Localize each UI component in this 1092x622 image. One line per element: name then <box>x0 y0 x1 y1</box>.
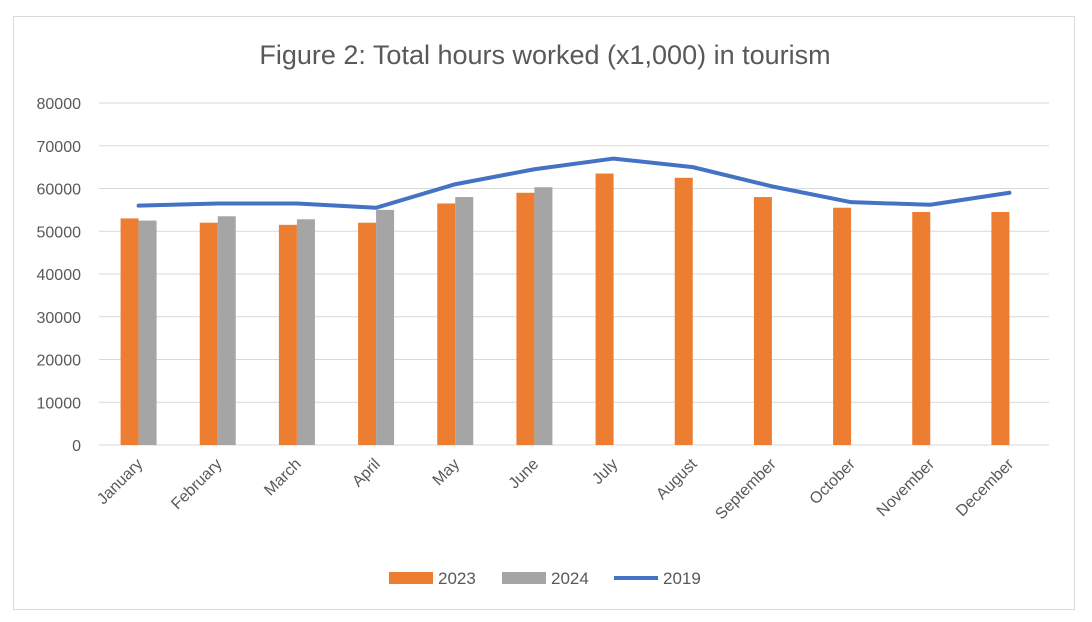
bar-2023-may <box>437 203 456 445</box>
bar-2023-july <box>595 173 614 445</box>
x-tick-label: May <box>430 456 463 489</box>
y-tick-label: 50000 <box>37 224 82 241</box>
x-tick-label: August <box>653 455 701 503</box>
legend-label-2024: 2024 <box>551 569 589 588</box>
gridlines <box>99 102 1049 446</box>
bar-2024-january <box>138 220 157 445</box>
bar-2023-june <box>516 192 535 445</box>
x-tick-label: July <box>589 456 621 488</box>
y-tick-label: 20000 <box>37 353 82 370</box>
x-tick-label: June <box>506 456 543 493</box>
bar-2023-january <box>120 218 139 445</box>
y-tick-label: 60000 <box>37 182 82 199</box>
bar-2023-october <box>833 207 852 445</box>
x-tick-label: April <box>349 456 384 491</box>
y-tick-label: 70000 <box>37 139 82 156</box>
bar-2023-august <box>674 177 693 445</box>
bar-2023-november <box>912 212 931 445</box>
x-tick-label: October <box>807 455 860 508</box>
y-tick-label: 0 <box>72 438 81 455</box>
chart-title: Figure 2: Total hours worked (x1,000) in… <box>259 40 830 70</box>
x-tick-label: September <box>712 455 780 523</box>
bar-2024-may <box>455 197 474 445</box>
y-tick-label: 30000 <box>37 310 82 327</box>
bar-2024-march <box>296 219 315 445</box>
legend: 2023 2024 2019 <box>389 569 701 588</box>
y-tick-label: 80000 <box>37 96 82 113</box>
x-axis-tick-labels: January February March April May June July Augu… <box>94 455 1018 523</box>
bar-2023-april <box>358 222 377 445</box>
legend-swatch-2024 <box>502 572 546 584</box>
x-tick-label: November <box>874 455 939 520</box>
legend-swatch-2023 <box>389 572 433 584</box>
bar-2023-september <box>753 197 772 445</box>
line-series <box>136 156 1012 210</box>
legend-label-2023: 2023 <box>438 569 476 588</box>
y-axis-tick-labels: 0 10000 20000 30000 40000 50000 60000 70000 8000… <box>37 96 82 455</box>
y-tick-label: 40000 <box>37 267 82 284</box>
x-tick-label: January <box>94 456 146 508</box>
x-tick-label: December <box>953 455 1018 520</box>
bar-2023-february <box>199 222 218 445</box>
x-tick-label: February <box>168 456 225 513</box>
x-tick-label: March <box>261 456 304 499</box>
bar-2024-april <box>376 209 395 445</box>
bar-2024-february <box>217 216 236 445</box>
legend-label-2019: 2019 <box>663 569 701 588</box>
bar-2023-december <box>991 212 1010 445</box>
bars <box>120 173 1010 445</box>
bar-2024-june <box>534 187 553 445</box>
y-tick-label: 10000 <box>37 395 82 412</box>
bar-2023-march <box>278 224 297 445</box>
line-2019 <box>136 156 1012 210</box>
